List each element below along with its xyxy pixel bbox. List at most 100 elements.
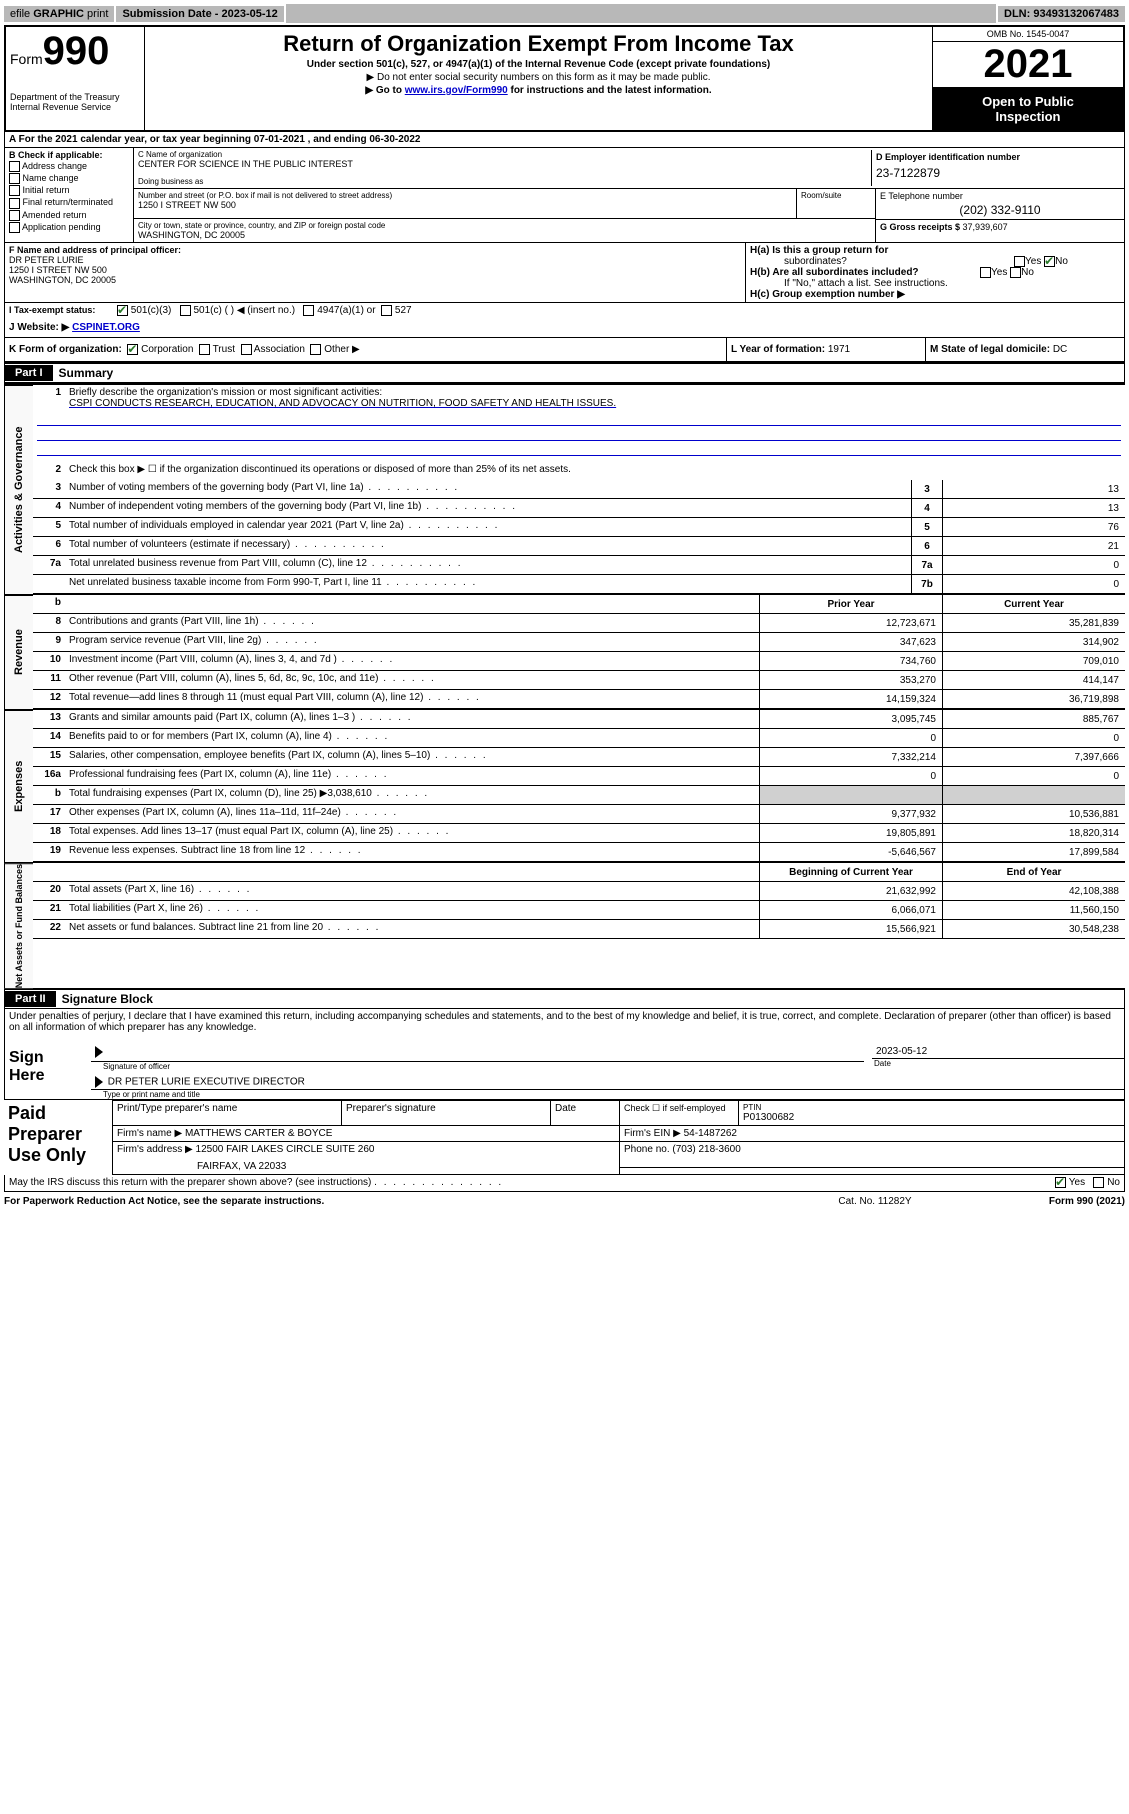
line-desc: Total liabilities (Part X, line 26) [65, 901, 759, 919]
part1-title: Summary [53, 364, 120, 382]
irs-discuss-row: May the IRS discuss this return with the… [4, 1175, 1125, 1191]
line-num: 21 [33, 901, 65, 919]
firm-addr-label: Firm's address ▶ [117, 1144, 196, 1155]
summary-line: 10Investment income (Part VIII, column (… [33, 652, 1125, 671]
curr-val: 10,536,881 [942, 805, 1125, 823]
checkbox-checked-icon[interactable] [1044, 256, 1055, 267]
h-a-row2: subordinates? Yes No [750, 256, 1120, 267]
cb-label: Name change [23, 173, 79, 183]
cb-final-return[interactable]: Final return/terminated [9, 197, 129, 208]
line-val: 0 [942, 575, 1125, 593]
line-desc: Total expenses. Add lines 13–17 (must eq… [65, 824, 759, 842]
row-a-end: 06-30-2022 [369, 134, 420, 145]
summary-line: 11Other revenue (Part VIII, column (A), … [33, 671, 1125, 690]
line-num: 1 [33, 385, 65, 411]
i-options: 501(c)(3) 501(c) ( ) ◀ (insert no.) 4947… [113, 303, 746, 318]
line-desc: Benefits paid to or for members (Part IX… [65, 729, 759, 747]
i-right-blank [746, 303, 1124, 318]
header-left: Form990 Department of the Treasury Inter… [6, 27, 145, 130]
summary-line: 18Total expenses. Add lines 13–17 (must … [33, 824, 1125, 843]
summary-line: 13Grants and similar amounts paid (Part … [33, 710, 1125, 729]
firm-addr: 12500 FAIR LAKES CIRCLE SUITE 260 [196, 1144, 375, 1155]
paid-preparer-label: Paid Preparer Use Only [4, 1101, 113, 1175]
checkbox-icon[interactable] [980, 267, 991, 278]
cb-address-change[interactable]: Address change [9, 161, 129, 172]
cb-amended-return[interactable]: Amended return [9, 210, 129, 221]
checkbox-icon[interactable] [303, 305, 314, 316]
checkbox-icon[interactable] [1010, 267, 1021, 278]
checkbox-icon[interactable] [381, 305, 392, 316]
k-corp: Corporation [141, 344, 193, 355]
sig-name-field: DR PETER LURIE EXECUTIVE DIRECTOR [91, 1075, 1124, 1090]
checkbox-corp-icon[interactable] [127, 344, 138, 355]
sig-intro: Under penalties of perjury, I declare th… [4, 1009, 1125, 1035]
prep-self-emp[interactable]: Check ☐ if self-employed [620, 1101, 739, 1126]
col-h-group: H(a) Is this a group return for subordin… [745, 243, 1124, 302]
j-label: J Website: ▶ [9, 322, 69, 333]
line-box: 4 [911, 499, 942, 517]
blank-cell [620, 1167, 1125, 1175]
row-a-mid: , and ending [308, 134, 370, 145]
checkbox-icon[interactable] [180, 305, 191, 316]
sig-officer-field[interactable] [91, 1045, 864, 1062]
line-desc: Total number of volunteers (estimate if … [65, 537, 911, 555]
col-b-header: B Check if applicable: [9, 150, 129, 160]
checkbox-no-icon[interactable] [1093, 1177, 1104, 1188]
line-box: 7b [911, 575, 942, 593]
line-desc: Contributions and grants (Part VIII, lin… [65, 614, 759, 632]
line3-post: for instructions and the latest informat… [508, 85, 712, 96]
prep-row-3: Firm's address ▶ 12500 FAIR LAKES CIRCLE… [4, 1142, 1125, 1167]
checkbox-icon[interactable] [1014, 256, 1025, 267]
phone-label: Phone no. [624, 1144, 672, 1155]
form-footer: Form 990 (2021) [975, 1196, 1125, 1207]
omb-number: OMB No. 1545-0047 [933, 27, 1123, 42]
prior-val [759, 786, 942, 804]
irs-label: Internal Revenue Service [10, 102, 140, 112]
line-desc: Other revenue (Part VIII, column (A), li… [65, 671, 759, 689]
website-link[interactable]: CSPINET.ORG [72, 322, 140, 333]
efile-graphic-print[interactable]: efile GRAPHIC print [4, 6, 114, 22]
checkbox-501c3-icon[interactable] [117, 305, 128, 316]
gross-value: 37,939,607 [963, 222, 1008, 232]
dots [367, 558, 463, 569]
line-desc: Net unrelated business taxable income fr… [65, 575, 911, 593]
l1-label: Briefly describe the organization's miss… [69, 387, 382, 398]
checkbox-icon[interactable] [199, 344, 210, 355]
col-b-checkboxes: B Check if applicable: Address change Na… [5, 148, 134, 242]
form-header: Form990 Department of the Treasury Inter… [4, 25, 1125, 132]
part1-tag: Part I [5, 365, 53, 381]
expenses-body: 13Grants and similar amounts paid (Part … [33, 710, 1125, 862]
col-g-gross: G Gross receipts $ 37,939,607 [875, 219, 1124, 242]
checkbox-icon [9, 173, 20, 184]
col-f-officer: F Name and address of principal officer:… [5, 243, 745, 302]
prior-val: 14,159,324 [759, 690, 942, 708]
arrow-icon [95, 1046, 103, 1058]
line-num: 6 [33, 537, 65, 555]
line-num: 12 [33, 690, 65, 708]
discuss-text: May the IRS discuss this return with the… [9, 1177, 1055, 1188]
part2-header-row: Part II Signature Block [4, 988, 1125, 1009]
governance-body: 1 Briefly describe the organization's mi… [33, 385, 1125, 594]
efile-print: print [84, 8, 108, 20]
summary-line: 15Salaries, other compensation, employee… [33, 748, 1125, 767]
checkbox-icon[interactable] [310, 344, 321, 355]
prior-val: 353,270 [759, 671, 942, 689]
checkbox-icon[interactable] [241, 344, 252, 355]
prep-ptin-cell: PTIN P01300682 [739, 1101, 1125, 1126]
cb-initial-return[interactable]: Initial return [9, 185, 129, 196]
k-assoc: Association [254, 344, 305, 355]
line-box: 7a [911, 556, 942, 574]
prior-val: 347,623 [759, 633, 942, 651]
cb-name-change[interactable]: Name change [9, 173, 129, 184]
top-spacer [286, 4, 996, 23]
irs-link[interactable]: www.irs.gov/Form990 [405, 85, 508, 96]
form-990: 990 [43, 29, 110, 73]
row-a-begin: 07-01-2021 [254, 134, 305, 145]
cb-application-pending[interactable]: Application pending [9, 222, 129, 233]
summary-governance: Activities & Governance 1 Briefly descri… [4, 383, 1125, 594]
checkbox-yes-icon[interactable] [1055, 1177, 1066, 1188]
line-num: 9 [33, 633, 65, 651]
row-f-h: F Name and address of principal officer:… [4, 243, 1125, 303]
k-label: K Form of organization: [9, 344, 122, 355]
firm-city: FAIRFAX, VA 22033 [197, 1161, 615, 1172]
